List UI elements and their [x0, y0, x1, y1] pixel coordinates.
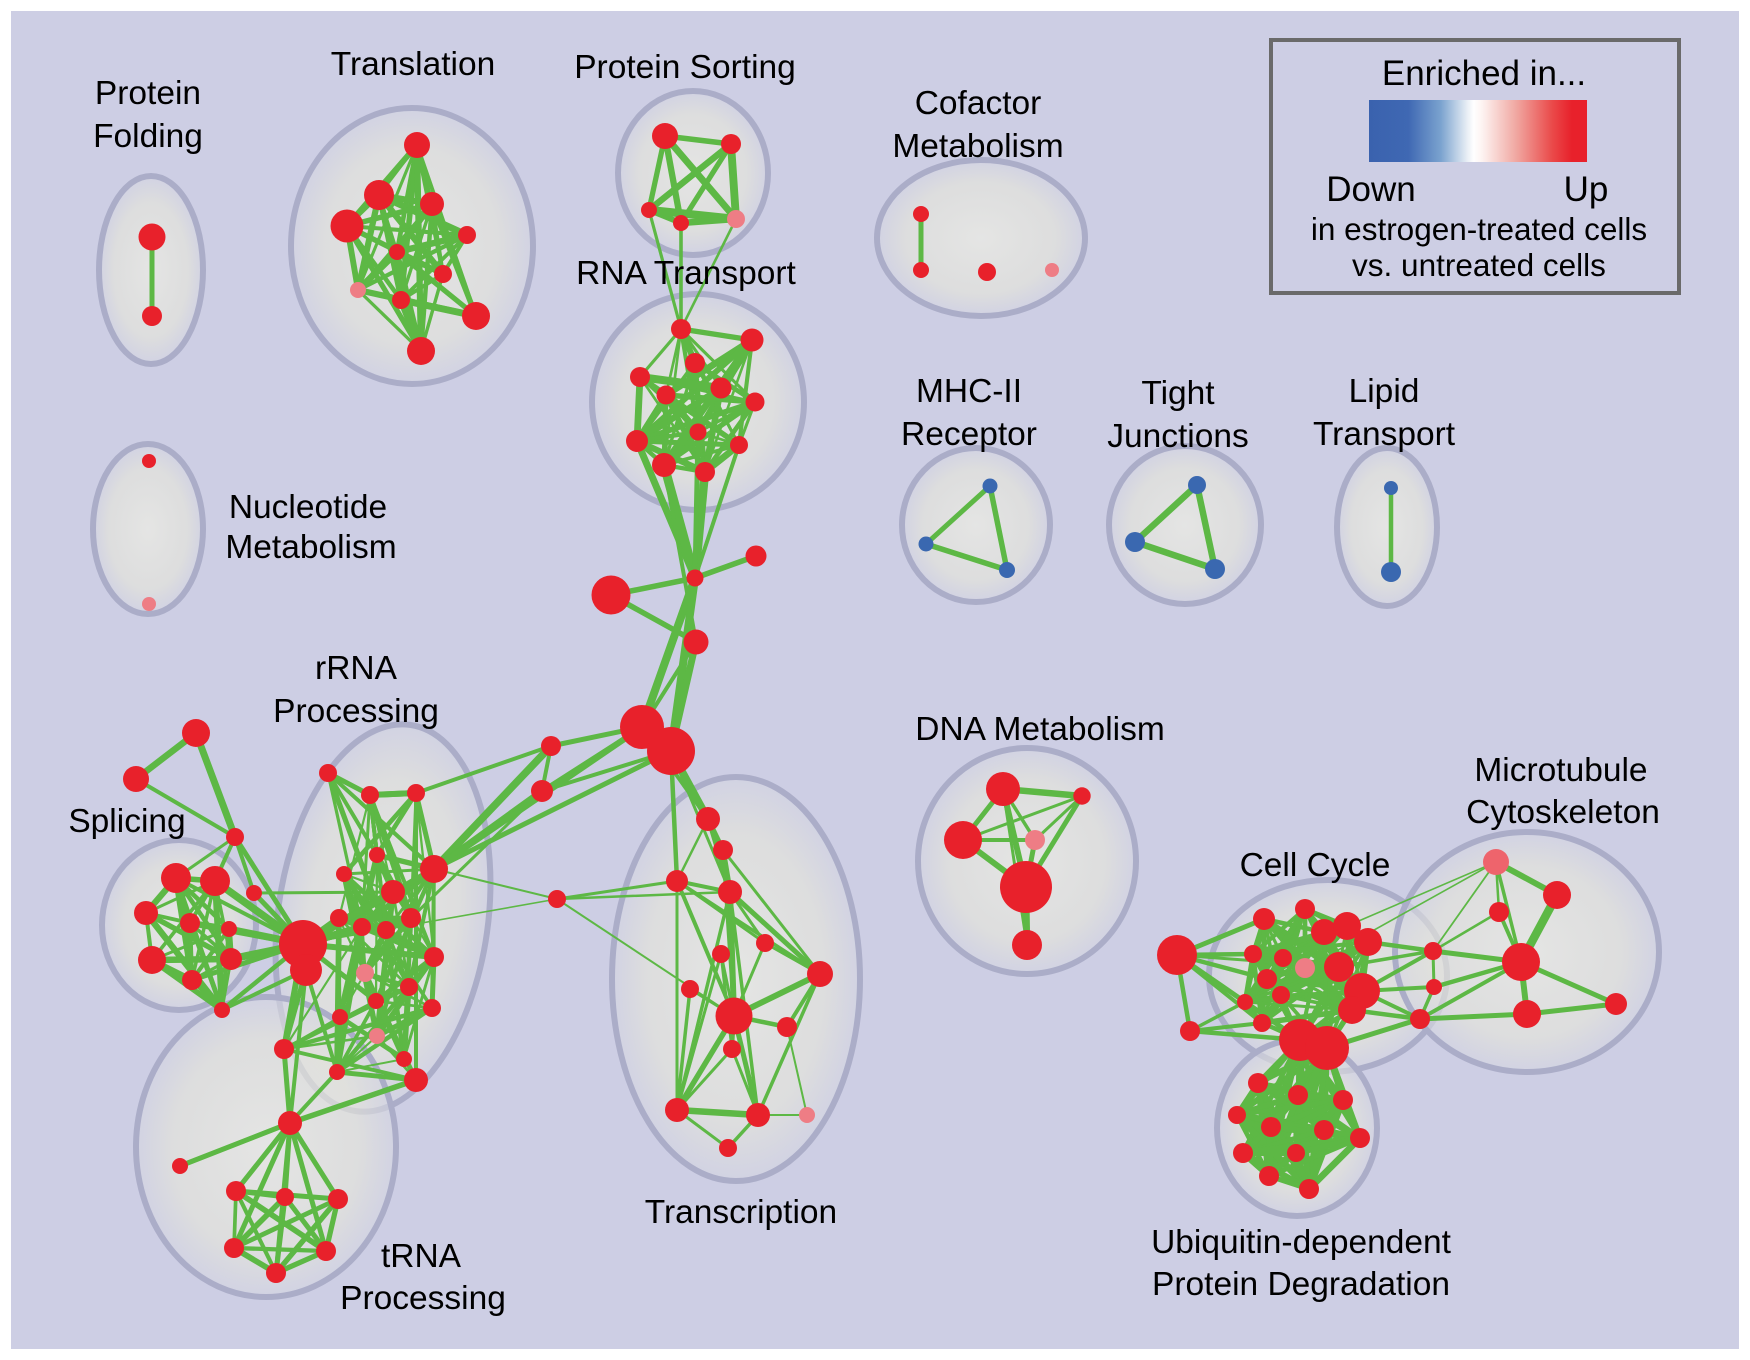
svg-text:Enriched in...: Enriched in... [1382, 54, 1586, 93]
svg-text:Ubiquitin-dependent: Ubiquitin-dependent [1151, 1224, 1452, 1261]
svg-text:MHC-II: MHC-II [916, 373, 1022, 410]
svg-text:Transcription: Transcription [645, 1194, 837, 1231]
svg-text:Up: Up [1564, 170, 1609, 209]
svg-text:Metabolism: Metabolism [892, 128, 1063, 165]
svg-text:Microtubule: Microtubule [1474, 752, 1647, 789]
svg-text:rRNA: rRNA [315, 650, 398, 687]
svg-text:Cytoskeleton: Cytoskeleton [1466, 794, 1660, 831]
svg-text:Folding: Folding [93, 118, 203, 155]
svg-text:Receptor: Receptor [901, 416, 1037, 453]
svg-text:Protein Sorting: Protein Sorting [574, 49, 796, 86]
svg-text:RNA Transport: RNA Transport [576, 255, 796, 292]
svg-text:Processing: Processing [273, 693, 439, 730]
svg-text:Cell Cycle: Cell Cycle [1240, 847, 1391, 884]
svg-text:tRNA: tRNA [381, 1238, 462, 1275]
svg-text:Splicing: Splicing [68, 803, 185, 840]
svg-text:Transport: Transport [1313, 416, 1456, 453]
svg-text:in estrogen-treated cells: in estrogen-treated cells [1311, 211, 1647, 247]
svg-text:Junctions: Junctions [1107, 418, 1249, 455]
svg-text:Metabolism: Metabolism [225, 529, 396, 566]
svg-text:Down: Down [1326, 170, 1415, 209]
svg-text:Tight: Tight [1141, 375, 1215, 412]
svg-text:DNA Metabolism: DNA Metabolism [915, 711, 1164, 748]
svg-text:vs. untreated cells: vs. untreated cells [1352, 247, 1606, 283]
svg-text:Nucleotide: Nucleotide [229, 489, 387, 526]
svg-text:Protein Degradation: Protein Degradation [1152, 1266, 1450, 1303]
svg-text:Cofactor: Cofactor [915, 85, 1042, 122]
svg-text:Protein: Protein [95, 75, 201, 112]
svg-text:Translation: Translation [331, 46, 495, 83]
svg-text:Lipid: Lipid [1349, 373, 1420, 410]
svg-text:Processing: Processing [340, 1280, 506, 1317]
